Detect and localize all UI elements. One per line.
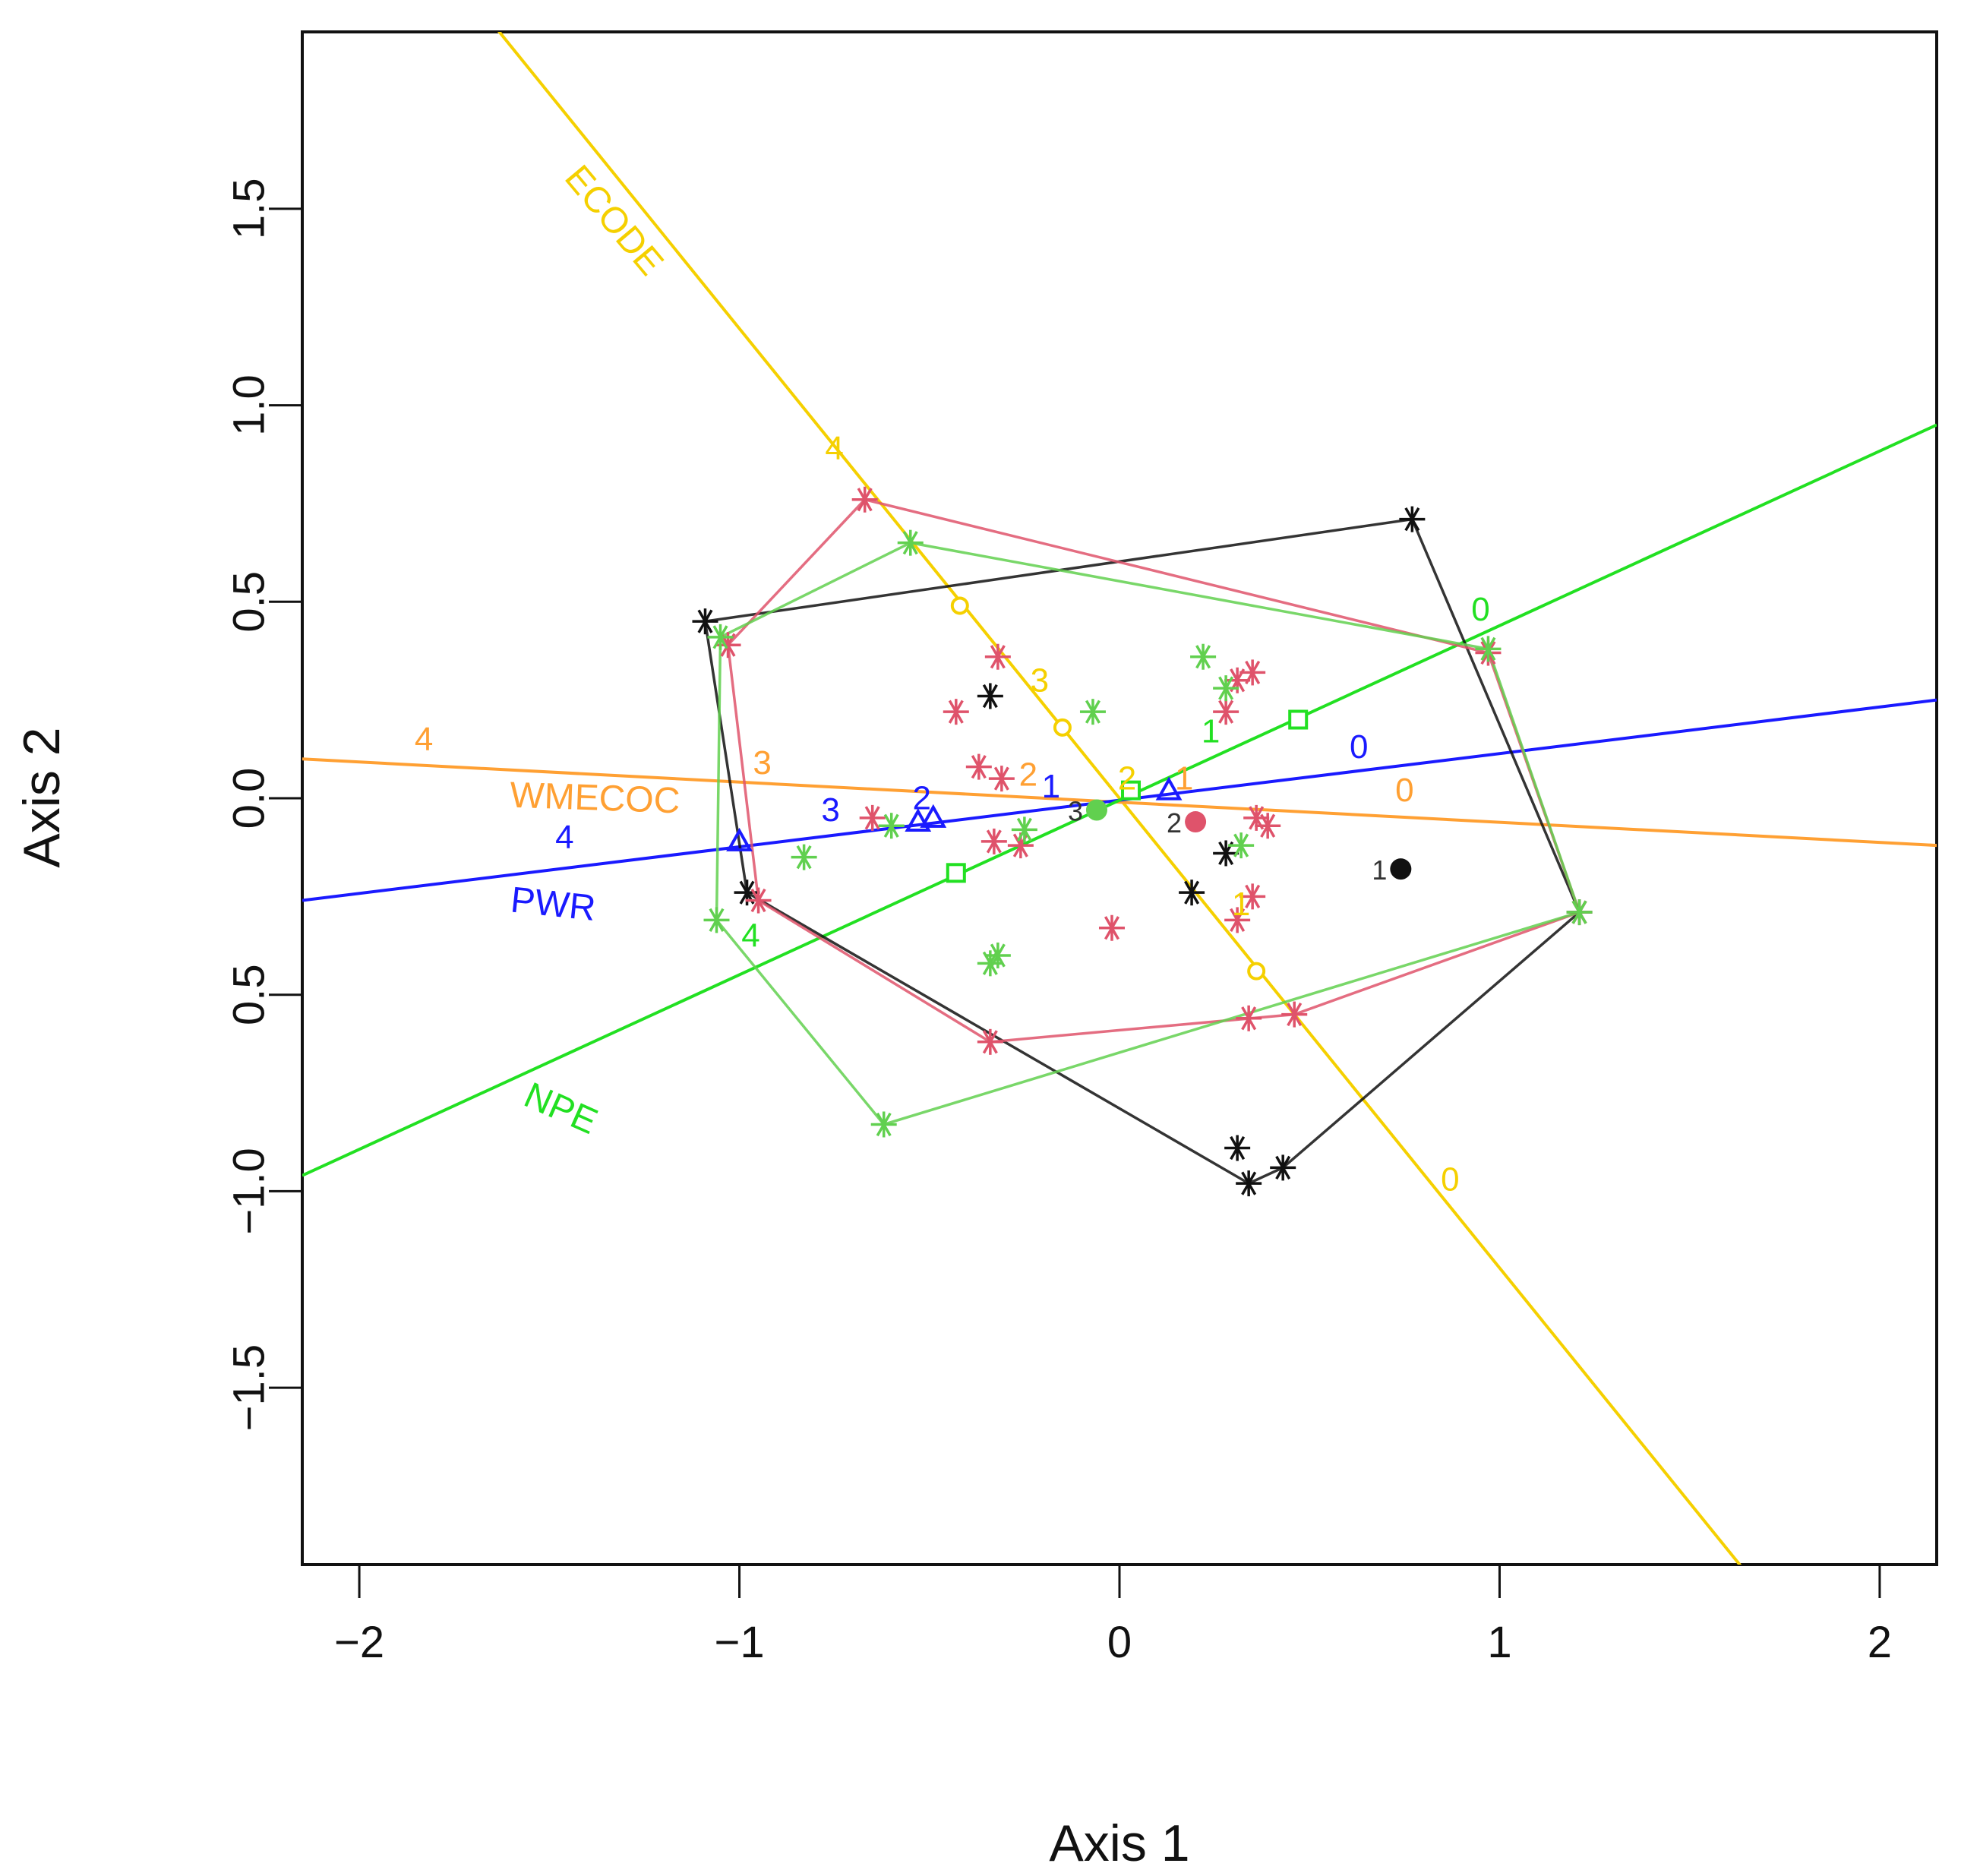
centroid-label: 3: [1068, 796, 1083, 827]
ecode-tick-label: 3: [1031, 662, 1049, 699]
ecode-marker: [1053, 718, 1072, 737]
axis-line-wmecoc: [302, 757, 1937, 848]
point-group-1: [1236, 1170, 1262, 1197]
point-group-1: [692, 608, 718, 635]
pwr-marker: [726, 827, 753, 851]
x-tick-label: 1: [1487, 1618, 1511, 1667]
y-tick-label: 0.5: [225, 964, 274, 1025]
point-group-3: [1011, 816, 1037, 843]
y-axis-title: Axis 2: [13, 727, 71, 867]
point-group-2: [859, 804, 886, 831]
point-group-1: [1179, 880, 1205, 906]
point-group-2: [977, 1028, 1003, 1055]
point-group-3: [1228, 832, 1255, 859]
point-group-2: [1281, 1001, 1308, 1028]
point-group-3: [703, 907, 730, 933]
wmecoc-tick-label: 0: [1395, 772, 1413, 809]
centroid-group-2: [1185, 811, 1207, 833]
pwr-tick-label: 1: [1042, 768, 1060, 805]
axis-name-wmecoc: WMECOC: [510, 775, 681, 822]
wmecoc-tick-label: 3: [753, 744, 771, 782]
point-group-1: [1399, 506, 1426, 532]
pwr-marker: [920, 804, 947, 828]
y-tick-label: −1.0: [225, 1148, 274, 1235]
y-axis: −1.5 −1.0 0.5 0.0 0.5 1.0 1.5: [225, 178, 302, 1432]
point-group-2: [851, 486, 878, 513]
x-tick-label: −2: [334, 1618, 384, 1667]
pwr-tick-label: 3: [821, 791, 839, 829]
point-group-3: [1475, 636, 1502, 662]
point-group-2: [965, 753, 992, 780]
pwr-tick-label: 2: [913, 780, 931, 817]
point-group-2: [1239, 883, 1266, 910]
x-tick-label: 0: [1107, 1618, 1132, 1667]
npe-marker: [946, 863, 966, 883]
x-axis-title: Axis 1: [1049, 1814, 1189, 1872]
ecode-marker: [950, 596, 969, 615]
point-group-1: [1224, 1135, 1251, 1161]
point-group-2: [1224, 907, 1251, 933]
point-group-3: [878, 813, 905, 839]
x-tick-label: −1: [714, 1618, 764, 1667]
ecode-tick-label: 0: [1441, 1161, 1459, 1198]
centroid-label: 1: [1372, 854, 1387, 886]
y-tick-label: 1.0: [225, 374, 274, 436]
point-group-3: [707, 624, 734, 650]
point-group-3: [1190, 643, 1217, 670]
axis-name-npe: NPE: [518, 1075, 603, 1142]
point-group-2: [984, 643, 1011, 670]
npe-tick-label: 0: [1471, 591, 1489, 628]
ecode-tick-label: 2: [1118, 760, 1136, 797]
centroid-label: 2: [1167, 807, 1182, 839]
y-tick-label: 1.5: [225, 178, 274, 240]
x-axis: −2 −1 0 1 2: [334, 1563, 1892, 1667]
axis-name-pwr: PWR: [509, 880, 598, 929]
point-group-3: [897, 529, 924, 556]
y-tick-label: 0.5: [225, 571, 274, 633]
point-group-2: [1213, 699, 1239, 725]
point-group-3: [1079, 699, 1106, 725]
pwr-tick-label: 0: [1350, 728, 1368, 766]
point-group-2: [745, 887, 772, 914]
point-group-3: [1566, 899, 1593, 926]
ecode-tick-label: 4: [825, 430, 843, 467]
pwr-tick-label: 4: [555, 819, 573, 856]
point-group-3: [984, 942, 1011, 968]
pwr-marker: [905, 807, 932, 832]
wmecoc-tick-label: 4: [415, 721, 433, 758]
point-group-3: [1213, 675, 1239, 702]
y-tick-label: 0.0: [225, 768, 274, 829]
hull-group-2: [726, 498, 1581, 1044]
npe-tick-label: 1: [1202, 713, 1220, 750]
hull-group-1: [703, 517, 1581, 1186]
point-group-1: [1270, 1154, 1296, 1181]
ecode-marker: [1247, 962, 1266, 981]
point-group-2: [1236, 1005, 1262, 1031]
ecode-tick-label: 1: [1232, 886, 1250, 923]
point-group-2: [1098, 914, 1125, 941]
point-group-2: [980, 828, 1007, 854]
point-group-1: [977, 683, 1003, 709]
centroid-group-1: [1390, 858, 1412, 880]
npe-tick-label: 4: [741, 917, 759, 955]
point-group-3: [791, 844, 817, 870]
point-group-2: [988, 766, 1015, 792]
pwr-marker: [1155, 776, 1183, 801]
point-group-2: [943, 699, 969, 725]
x-tick-label: 2: [1868, 1618, 1892, 1667]
axis-line-ecode: [497, 32, 1742, 1565]
npe-marker: [1121, 780, 1142, 801]
npe-marker: [1288, 709, 1309, 730]
centroid-group-3: [1085, 799, 1107, 821]
wmecoc-tick-label: 2: [1019, 756, 1037, 793]
point-group-2: [1255, 813, 1281, 839]
y-tick-label: −1.5: [225, 1344, 274, 1432]
point-group-3: [870, 1111, 897, 1138]
axis-line-npe: [302, 423, 1937, 1177]
wmecoc-tick-label: 1: [1175, 760, 1193, 797]
